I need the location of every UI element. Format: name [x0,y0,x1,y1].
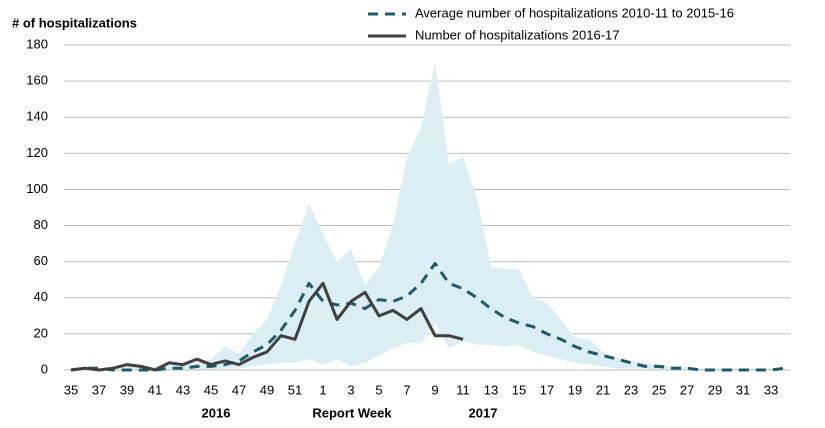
x-tick-label: 9 [431,382,438,397]
legend-label: Average number of hospitalizations 2010-… [415,5,734,20]
y-tick-label: 80 [34,217,48,232]
y-tick-label: 160 [26,73,48,88]
series-line [70,281,464,372]
y-tick-label: 140 [26,109,48,124]
y-tick-label: 180 [26,36,48,51]
x-tick-label: 37 [92,382,106,397]
x-tick-label: 33 [764,382,778,397]
y-tick-label: 120 [26,145,48,160]
x-tick-label: 43 [176,382,190,397]
x-tick-label: 7 [403,382,410,397]
x-tick-label: 19 [568,382,582,397]
x-tick-label: 49 [260,382,274,397]
x-tick-label: 27 [680,382,694,397]
x-axis-title: Report Week [312,405,392,420]
x-tick-label: 31 [736,382,750,397]
x-tick-label: 45 [204,382,218,397]
y-axis-title: # of hospitalizations [12,15,137,30]
y-tick-label: 0 [41,361,48,376]
x-tick-label: 25 [652,382,666,397]
x-tick-label: 23 [624,382,638,397]
x-tick-label: 17 [540,382,554,397]
y-tick-label: 40 [34,289,48,304]
x-tick-label: 11 [456,382,470,397]
x-tick-label: 15 [512,382,526,397]
y-tick-label: 100 [26,181,48,196]
range-band [71,63,785,371]
x-tick-label: 1 [319,382,326,397]
x-tick-label: 41 [148,382,162,397]
x-tick-label: 21 [596,382,610,397]
x-tick-label: 29 [708,382,722,397]
legend-label: Number of hospitalizations 2016-17 [415,27,620,42]
x-tick-label: 39 [120,382,134,397]
y-tick-label: 60 [34,253,48,268]
x-tick-label: 51 [288,382,302,397]
series-line [70,261,786,372]
year-label: 2016 [202,405,231,420]
x-tick-label: 13 [484,382,498,397]
x-tick-label: 5 [375,382,382,397]
x-tick-label: 47 [232,382,246,397]
y-tick-label: 20 [34,325,48,340]
x-tick-label: 3 [347,382,354,397]
x-tick-label: 35 [64,382,78,397]
year-label: 2017 [469,405,498,420]
